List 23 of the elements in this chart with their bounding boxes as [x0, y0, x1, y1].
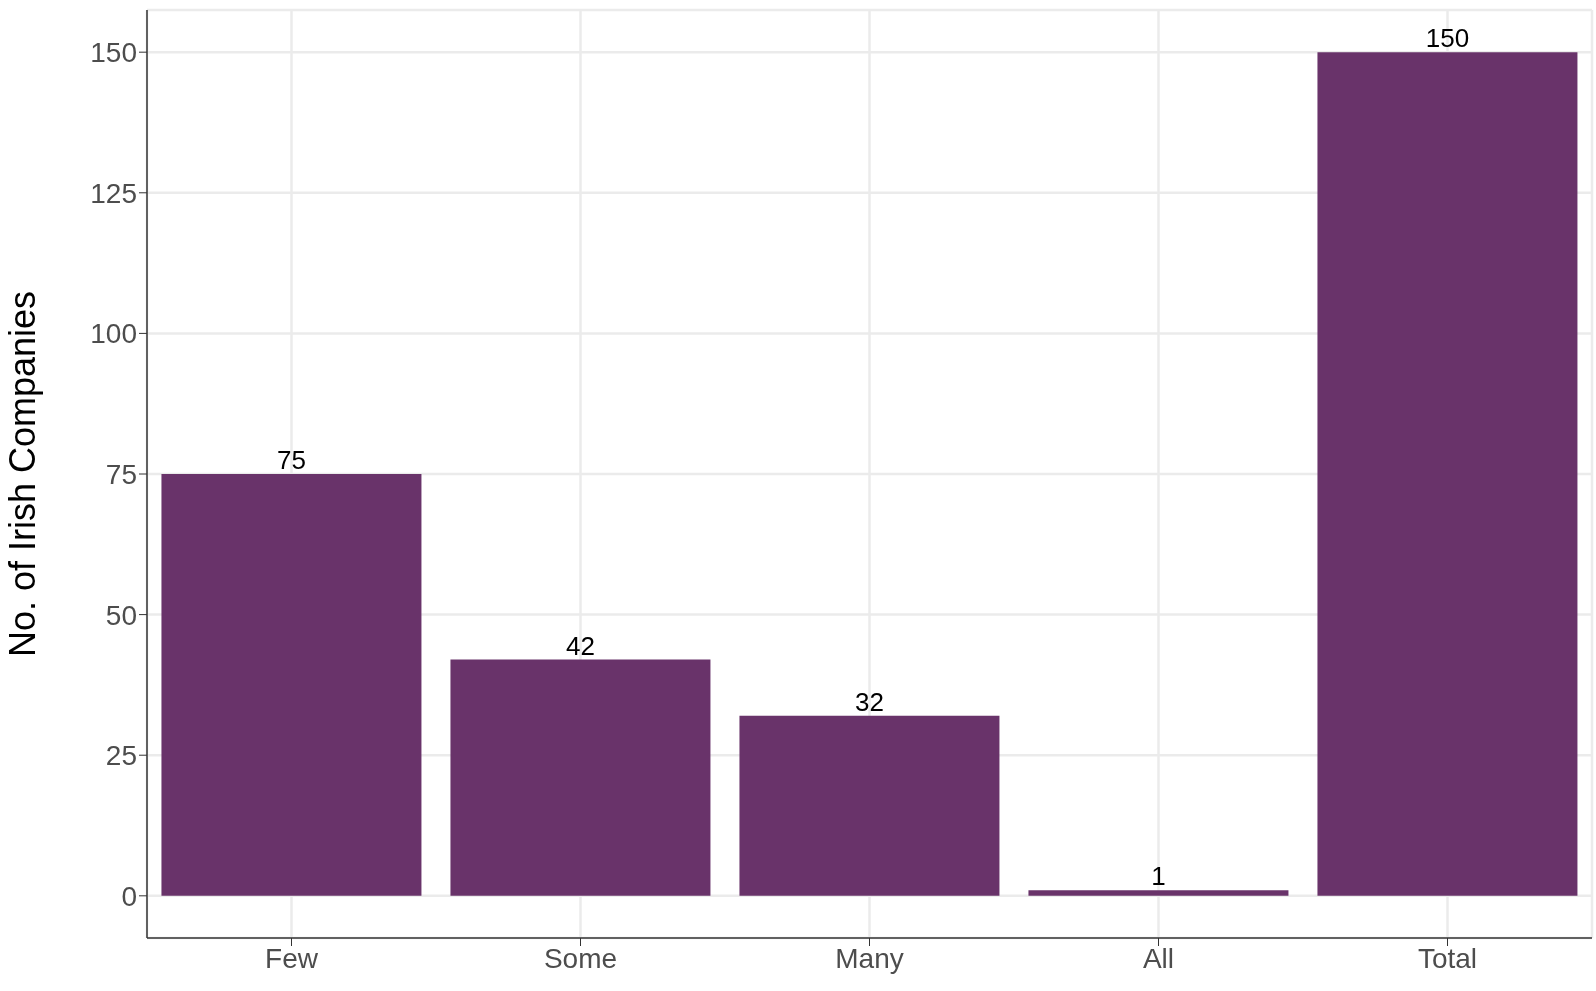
data-label: 1: [1151, 861, 1166, 892]
x-tick-label: Many: [835, 942, 904, 974]
bar: [161, 474, 422, 896]
data-label: 42: [565, 630, 595, 661]
bar: [450, 659, 711, 896]
data-label: 32: [854, 686, 884, 717]
x-tick-label: Total: [1417, 942, 1478, 974]
bar: [1028, 890, 1289, 896]
y-tick-label: 50: [105, 599, 137, 631]
y-tick-label: 125: [90, 177, 137, 209]
y-tick-label: 25: [105, 740, 137, 772]
y-tick-label: 0: [121, 880, 137, 912]
y-tick-label: 150: [90, 37, 137, 69]
data-label: 150: [1425, 23, 1470, 54]
bar: [739, 715, 1000, 896]
y-tick-label: 75: [105, 458, 137, 490]
data-label: 75: [276, 445, 306, 475]
y-tick-label: 100: [90, 318, 137, 350]
x-tick-label: Few: [265, 942, 319, 974]
y-axis-title: No. of Irish Companies: [1, 290, 43, 658]
x-tick-label: All: [1142, 942, 1175, 974]
x-tick-label: Some: [543, 942, 618, 974]
bar: [1317, 52, 1578, 896]
